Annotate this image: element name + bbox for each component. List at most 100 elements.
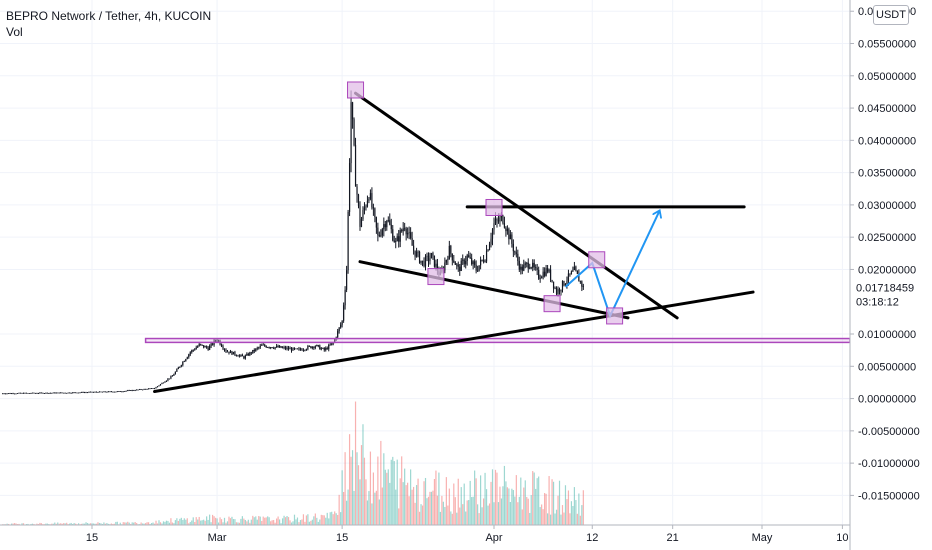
highlight-box[interactable] <box>588 251 606 269</box>
volume-bar <box>112 523 114 525</box>
support-zone-rectangle[interactable] <box>144 337 851 344</box>
volume-bar <box>82 523 84 525</box>
volume-bar <box>143 523 145 525</box>
volume-bar <box>320 514 322 525</box>
volume-bar <box>147 522 150 525</box>
candle-body <box>359 205 361 227</box>
candle-body <box>520 266 522 270</box>
volume-bar <box>548 476 550 525</box>
highlight-box[interactable] <box>347 81 365 99</box>
candle-body <box>58 392 60 394</box>
volume-bar <box>188 523 190 525</box>
candle-body <box>109 391 111 393</box>
candle-body <box>551 279 553 282</box>
candle-body <box>561 280 564 290</box>
candle-body <box>168 378 171 380</box>
volume-bar <box>18 523 20 525</box>
volume-bar <box>133 522 135 525</box>
volume-bar <box>578 493 580 525</box>
volume-bar <box>436 495 439 525</box>
volume-bar <box>305 515 307 525</box>
candle-body <box>477 270 479 272</box>
highlight-box[interactable] <box>606 307 624 325</box>
candle-body <box>408 232 410 234</box>
volume-bar <box>474 470 476 525</box>
highlight-box[interactable] <box>543 295 561 313</box>
volume-bar <box>445 477 447 525</box>
candle-body <box>145 388 147 390</box>
volume-bar <box>75 523 77 525</box>
highlight-box[interactable] <box>427 268 445 286</box>
candle-body <box>566 281 568 284</box>
candle-body <box>139 389 141 391</box>
candle-body <box>432 253 434 256</box>
projection-path-arrow[interactable] <box>564 211 659 319</box>
volume-bar <box>360 445 363 525</box>
candle-body <box>344 289 346 306</box>
volume-bar <box>354 401 357 525</box>
volume-bar <box>289 520 291 525</box>
volume-bar <box>407 482 409 525</box>
volume-bar <box>308 521 310 525</box>
candle-body <box>98 391 101 393</box>
volume-bar <box>134 522 136 525</box>
volume-bar <box>529 512 531 525</box>
candle-body <box>369 193 372 199</box>
volume-bar <box>438 472 440 525</box>
candle-body <box>411 238 413 246</box>
ascending-support[interactable] <box>153 290 755 393</box>
candle-body <box>165 380 168 382</box>
volume-bar <box>439 511 441 525</box>
volume-bar <box>212 514 214 525</box>
volume-bar <box>173 523 175 525</box>
volume-bar <box>258 516 260 525</box>
price-series <box>2 90 584 395</box>
volume-bar <box>276 518 278 525</box>
volume-indicator-label[interactable]: Vol <box>6 25 23 39</box>
volume-bar <box>509 501 511 525</box>
candle-body <box>366 200 369 207</box>
candle-body <box>488 243 491 250</box>
symbol-title[interactable]: BEPRO Network / Tether, 4h, KUCOIN <box>6 9 212 23</box>
volume-bar <box>410 469 412 525</box>
volume-bar <box>209 514 211 525</box>
candle-body <box>55 392 57 394</box>
currency-button[interactable]: USDT <box>873 5 909 25</box>
candle-body <box>372 207 374 209</box>
candle-body <box>75 392 77 394</box>
volume-bar <box>189 521 191 525</box>
price-tick-label: 0.00000000 <box>858 394 916 406</box>
volume-bar <box>524 480 526 525</box>
candle-body <box>351 102 354 120</box>
volume-bar <box>557 495 559 525</box>
volume-bar <box>514 496 516 525</box>
candle-body <box>279 346 281 348</box>
candle-body <box>155 387 157 389</box>
candle-body <box>363 207 366 211</box>
candle-body <box>509 234 511 240</box>
volume-bar <box>414 502 416 525</box>
volume-bar <box>563 512 565 525</box>
candle-body <box>494 219 497 224</box>
volume-bar <box>549 514 552 525</box>
lower-wedge-line[interactable] <box>358 260 630 320</box>
candle-body <box>500 215 503 218</box>
candle-body <box>375 216 377 228</box>
price-tick-label: -0.01000000 <box>858 458 920 470</box>
volume-bar <box>331 511 333 525</box>
volume-bar <box>284 517 287 525</box>
volume-bar <box>377 456 379 525</box>
volume-bar <box>508 488 510 525</box>
volume-bar <box>247 519 249 525</box>
candle-body <box>435 263 437 267</box>
candle-body <box>544 271 546 276</box>
candle-body <box>49 392 51 394</box>
candle-body <box>383 224 385 230</box>
candle-body <box>398 236 400 242</box>
candle-body <box>286 347 288 349</box>
drawing-tools[interactable] <box>144 81 851 393</box>
highlight-box[interactable] <box>485 198 503 216</box>
